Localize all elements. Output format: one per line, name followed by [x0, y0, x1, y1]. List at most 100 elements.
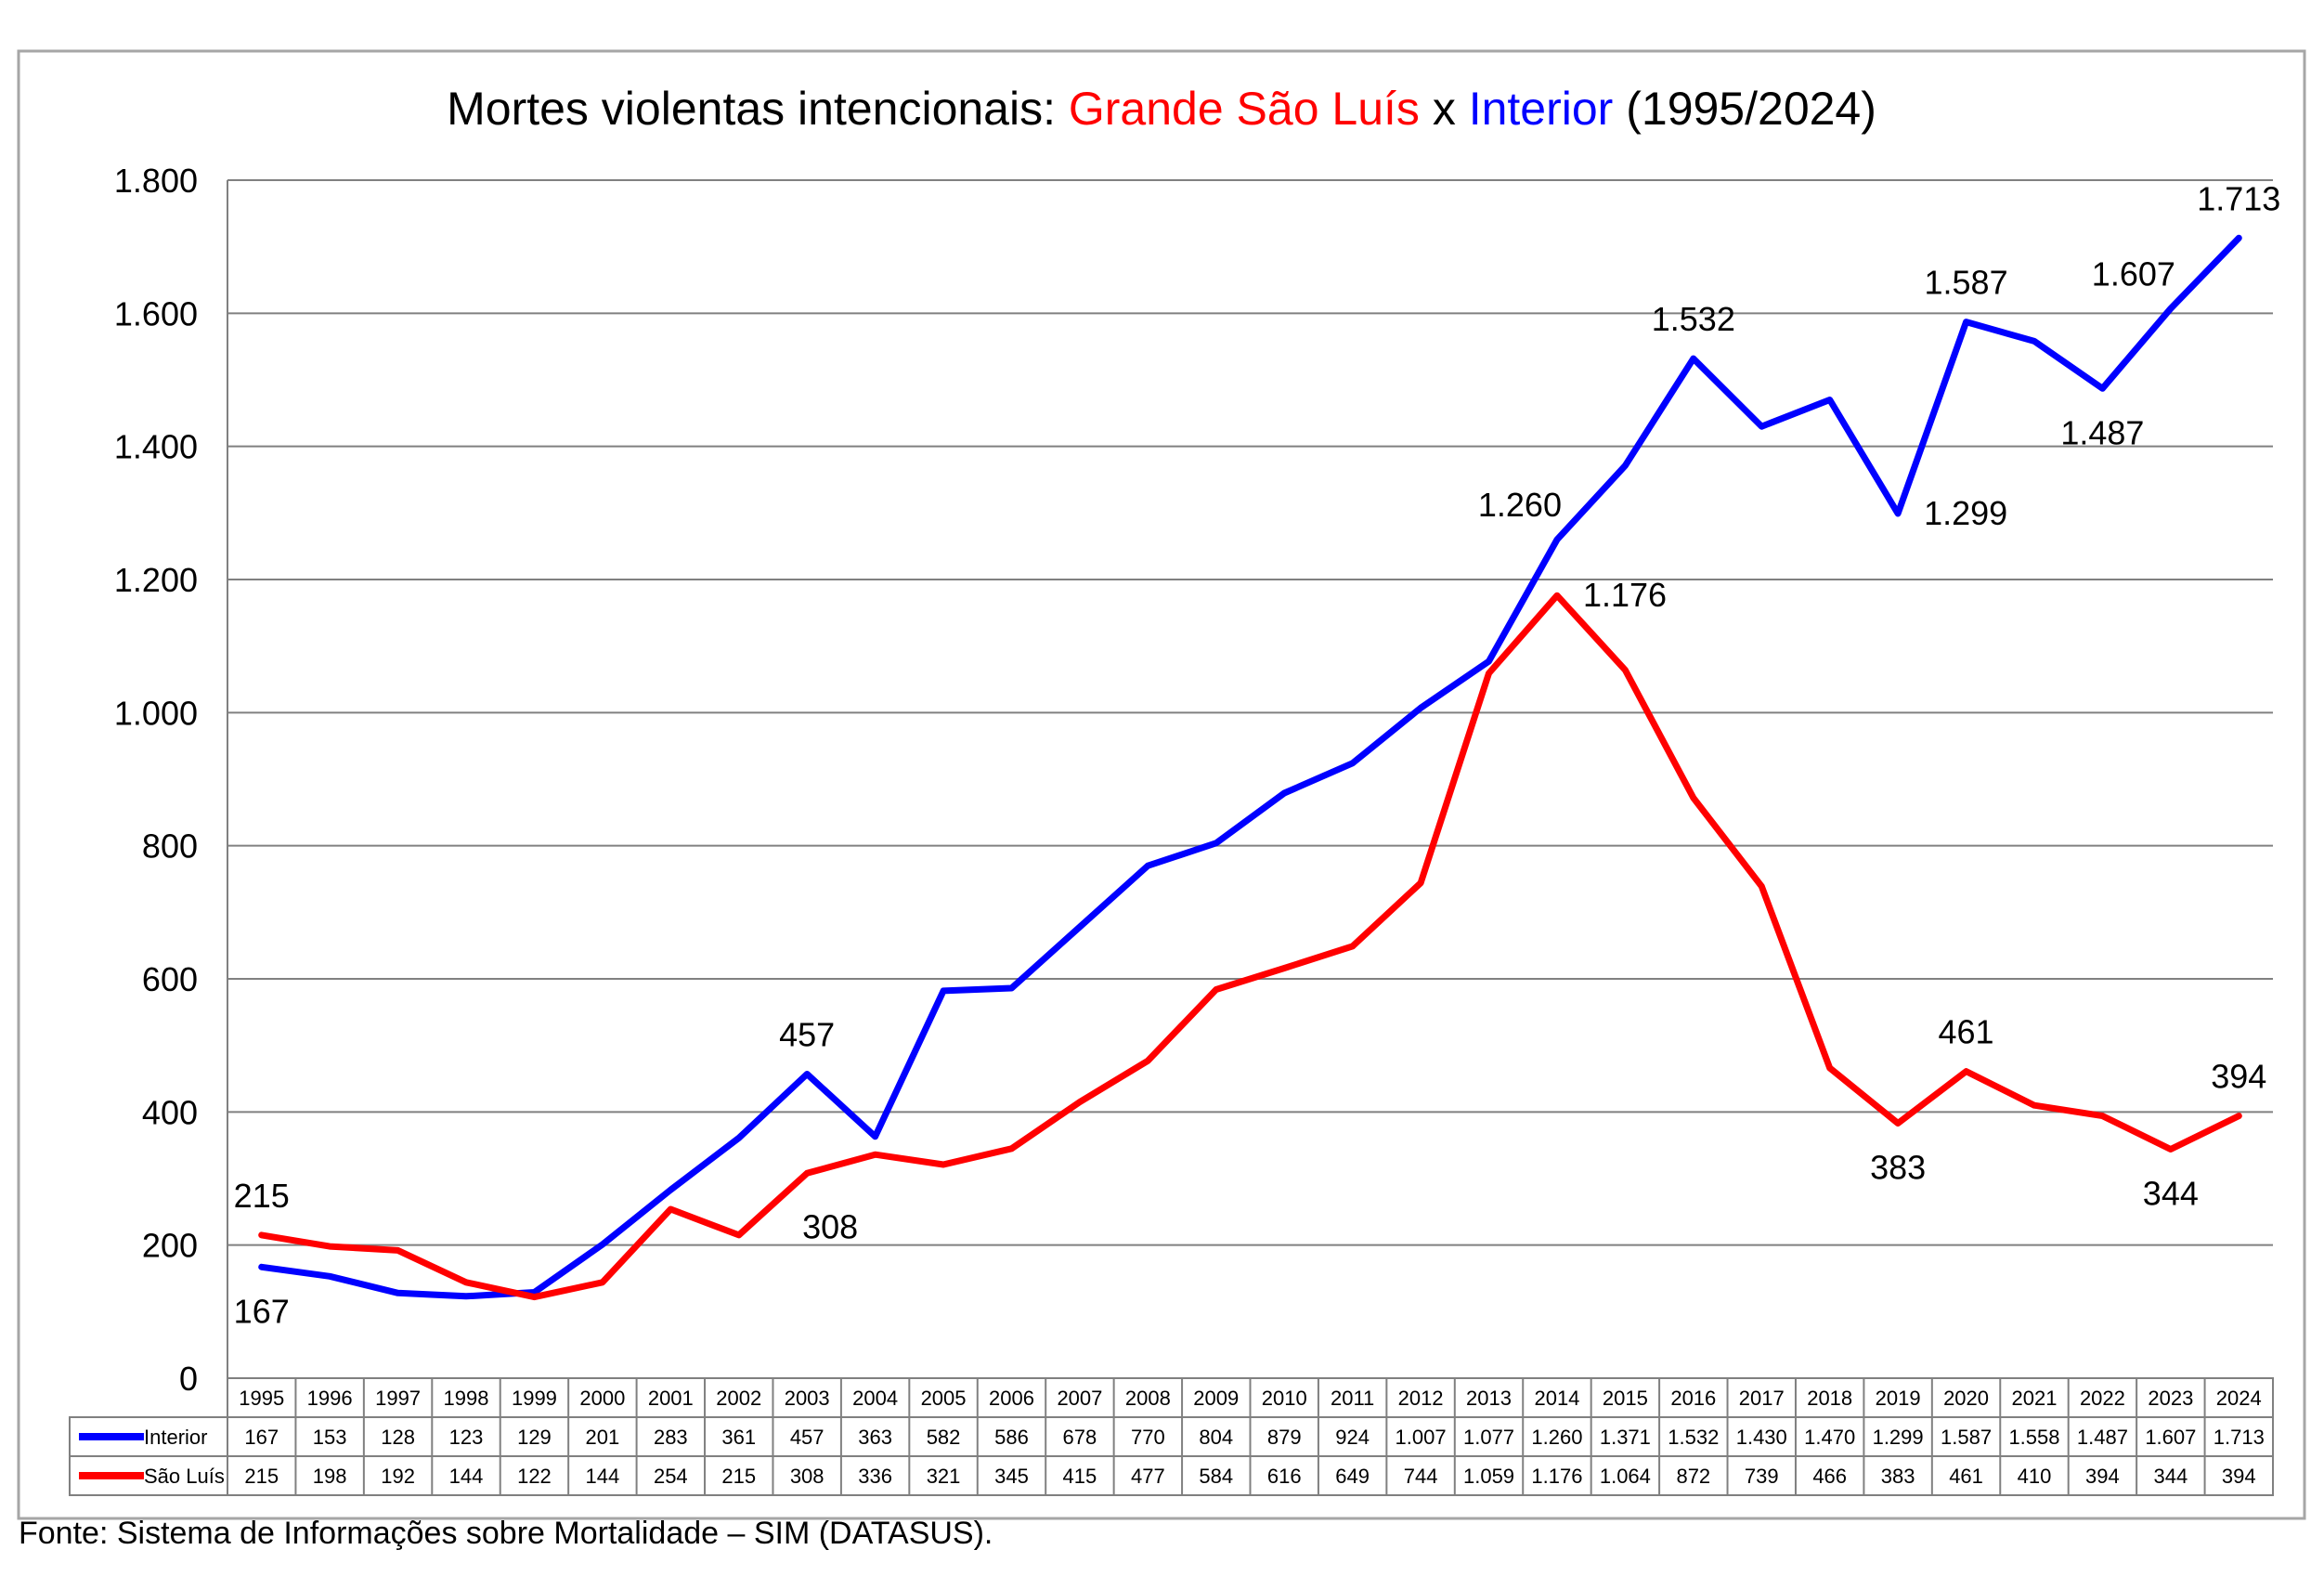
x-tick-label: 1999 — [512, 1387, 557, 1410]
chart-title: Mortes violentas intencionais: Grande Sã… — [447, 83, 1876, 135]
y-tick-label: 1.600 — [114, 294, 198, 332]
table-cell-sao-luis: 461 — [1949, 1465, 1983, 1488]
data-label-sao-luis-2014: 1.176 — [1583, 576, 1667, 614]
data-label-sao-luis-2024: 394 — [2211, 1058, 2266, 1096]
x-tick-label: 2023 — [2148, 1387, 2193, 1410]
x-tick-label: 2010 — [1262, 1387, 1307, 1410]
table-cell-sao-luis: 744 — [1404, 1465, 1438, 1488]
table-cell-sao-luis: 215 — [244, 1465, 279, 1488]
table-cell-interior: 129 — [517, 1426, 552, 1449]
y-tick-label: 1.200 — [114, 561, 198, 599]
data-label-interior-2023: 1.607 — [2092, 254, 2175, 293]
data-label-interior-2003: 457 — [779, 1015, 835, 1053]
data-label-sao-luis-2020: 461 — [1939, 1013, 1994, 1051]
x-tick-label: 1996 — [307, 1387, 353, 1410]
table-cell-sao-luis: 394 — [2222, 1465, 2256, 1488]
data-label-interior-2016: 1.532 — [1652, 300, 1735, 338]
y-tick-label: 0 — [179, 1360, 198, 1398]
title-prefix: Mortes violentas intencionais: — [447, 83, 1069, 135]
x-tick-label: 2011 — [1331, 1387, 1374, 1410]
table-cell-interior: 1.487 — [2077, 1426, 2128, 1449]
table-cell-interior: 804 — [1199, 1426, 1233, 1449]
table-cell-interior: 283 — [654, 1426, 688, 1449]
x-tick-label: 1997 — [375, 1387, 421, 1410]
table-cell-interior: 1.007 — [1396, 1426, 1447, 1449]
table-cell-interior: 1.587 — [1941, 1426, 1992, 1449]
table-cell-interior: 1.077 — [1463, 1426, 1514, 1449]
data-label-interior-2014: 1.260 — [1478, 486, 1562, 524]
title-interior: Interior — [1469, 83, 1614, 135]
x-tick-label: 2020 — [1943, 1387, 1989, 1410]
source-note: Fonte: Sistema de Informações sobre Mort… — [19, 1516, 993, 1551]
series-lines — [258, 234, 2242, 1301]
table-cell-sao-luis: 410 — [2018, 1465, 2052, 1488]
table-cell-sao-luis: 122 — [517, 1465, 552, 1488]
table-cell-sao-luis: 649 — [1335, 1465, 1370, 1488]
x-tick-label: 2000 — [579, 1387, 625, 1410]
table-cell-sao-luis: 477 — [1131, 1465, 1165, 1488]
table-cell-sao-luis: 1.064 — [1600, 1465, 1651, 1488]
y-tick-label: 1.800 — [114, 162, 198, 200]
y-tick-label: 600 — [142, 960, 198, 998]
table-cell-sao-luis: 1.176 — [1531, 1465, 1582, 1488]
x-tick-label: 2021 — [2012, 1387, 2058, 1410]
data-label-sao-luis-2023: 344 — [2143, 1174, 2199, 1212]
table-cell-sao-luis: 308 — [790, 1465, 824, 1488]
x-tick-label: 2017 — [1739, 1387, 1785, 1410]
table-cell-interior: 586 — [994, 1426, 1029, 1449]
x-tick-label: 2012 — [1398, 1387, 1444, 1410]
chart-frame — [17, 49, 2306, 1520]
table-cell-interior: 678 — [1063, 1426, 1097, 1449]
table-cell-sao-luis: 192 — [381, 1465, 415, 1488]
y-tick-label: 1.400 — [114, 428, 198, 466]
table-cell-interior: 1.532 — [1668, 1426, 1719, 1449]
legend-label-sao-luis: São Luís — [144, 1465, 225, 1488]
x-tick-label: 1995 — [239, 1387, 284, 1410]
x-tick-label: 2018 — [1807, 1387, 1852, 1410]
table-cell-interior: 1.299 — [1873, 1426, 1924, 1449]
x-tick-label: 2015 — [1603, 1387, 1648, 1410]
y-axis: 0 200 400 600 800 1.000 1.200 1.400 1.600 1.800 — [114, 162, 228, 1398]
table-cell-sao-luis: 321 — [927, 1465, 961, 1488]
table-cell-sao-luis: 394 — [2085, 1465, 2120, 1488]
x-tick-label: 2013 — [1466, 1387, 1512, 1410]
data-label-interior-1995: 167 — [234, 1292, 290, 1330]
x-tick-label: 2007 — [1057, 1387, 1102, 1410]
table-cell-sao-luis: 344 — [2153, 1465, 2188, 1488]
table-cell-interior: 167 — [244, 1426, 279, 1449]
y-tick-label: 800 — [142, 827, 198, 866]
y-tick-label: 400 — [142, 1093, 198, 1131]
x-tick-label: 2001 — [648, 1387, 694, 1410]
series-line-sao-luis — [258, 592, 2242, 1301]
table-cell-interior: 770 — [1131, 1426, 1165, 1449]
x-tick-label: 2019 — [1876, 1387, 1921, 1410]
x-tick-label: 1998 — [444, 1387, 489, 1410]
x-tick-label: 2014 — [1534, 1387, 1579, 1410]
y-tick-label: 1.000 — [114, 694, 198, 732]
table-cell-interior: 924 — [1335, 1426, 1370, 1449]
table-cell-interior: 128 — [381, 1426, 415, 1449]
table-cell-interior: 123 — [449, 1426, 484, 1449]
table-cell-interior: 1.607 — [2145, 1426, 2196, 1449]
table-cell-sao-luis: 616 — [1267, 1465, 1302, 1488]
table-cell-interior: 582 — [927, 1426, 961, 1449]
x-tick-label: 2002 — [716, 1387, 761, 1410]
table-cell-sao-luis: 345 — [994, 1465, 1029, 1488]
series-line-interior — [258, 234, 2242, 1300]
data-label-sao-luis-2003: 308 — [802, 1207, 858, 1245]
table-cell-sao-luis: 215 — [721, 1465, 756, 1488]
table-cell-sao-luis: 415 — [1063, 1465, 1097, 1488]
table-cell-sao-luis: 739 — [1745, 1465, 1779, 1488]
table-cell-sao-luis: 144 — [449, 1465, 484, 1488]
table-cell-interior: 361 — [721, 1426, 756, 1449]
data-label-interior-2024: 1.713 — [2197, 179, 2280, 217]
x-tick-label: 2008 — [1125, 1387, 1171, 1410]
title-suffix: (1995/2024) — [1613, 83, 1876, 135]
table-cell-sao-luis: 872 — [1676, 1465, 1710, 1488]
table-cell-interior: 1.371 — [1600, 1426, 1651, 1449]
table-cell-interior: 363 — [858, 1426, 892, 1449]
table-cell-interior: 153 — [313, 1426, 347, 1449]
table-cell-sao-luis: 466 — [1812, 1465, 1847, 1488]
title-grande-sao-luis: Grande São Luís — [1069, 83, 1420, 135]
